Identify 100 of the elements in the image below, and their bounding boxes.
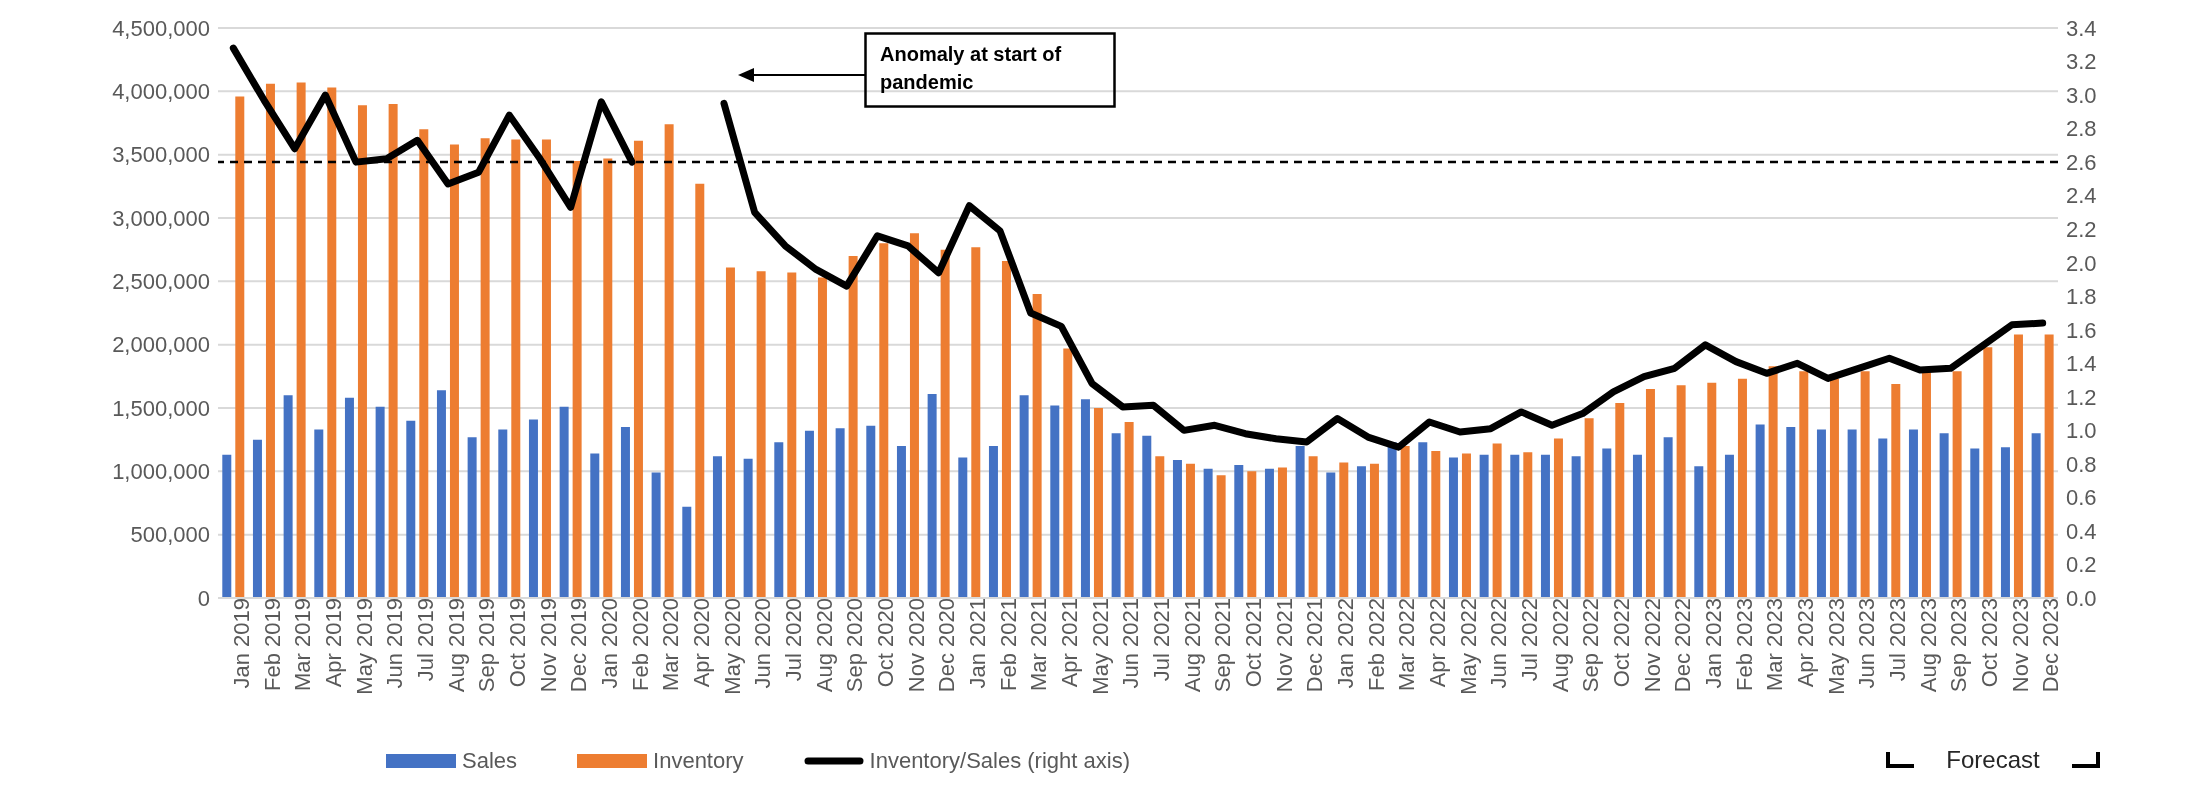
bar — [1768, 366, 1778, 598]
bar — [559, 406, 569, 598]
x-tick-label: May 2020 — [719, 598, 745, 695]
bar — [1019, 395, 1029, 598]
x-tick-label: Jun 2022 — [1486, 598, 1512, 689]
bar — [388, 104, 398, 598]
bar — [1339, 462, 1349, 598]
x-tick-label: Jun 2021 — [1118, 598, 1144, 689]
x-tick-label: Jul 2023 — [1884, 598, 1910, 682]
bar — [1247, 471, 1257, 598]
x-tick-label: Oct 2019 — [504, 598, 530, 688]
bar — [1860, 371, 1870, 598]
bar — [1847, 429, 1857, 598]
bar — [1921, 372, 1931, 598]
x-tick-label: Nov 2020 — [903, 598, 929, 693]
bar — [2044, 334, 2054, 598]
annotation: Anomaly at start of pandemic — [880, 43, 1062, 93]
x-tick-label: Dec 2021 — [1302, 598, 1328, 693]
x-tick-label: Jul 2021 — [1148, 598, 1174, 682]
bar — [1155, 456, 1165, 598]
bar — [1369, 463, 1379, 598]
x-tick-label: Jul 2022 — [1516, 598, 1542, 682]
legend-label: Inventory/Sales (right axis) — [869, 748, 1130, 774]
y-tick-label: 4,000,000 — [112, 79, 210, 105]
bar — [1786, 427, 1796, 598]
bar — [1216, 475, 1226, 598]
x-tick-label: Sep 2020 — [842, 598, 868, 693]
x-tick-label: Dec 2019 — [566, 598, 592, 693]
bar — [1908, 429, 1918, 598]
bar — [1277, 467, 1287, 598]
x-tick-label: Feb 2019 — [259, 598, 285, 691]
bar — [1142, 435, 1152, 598]
bar — [265, 83, 275, 598]
bar — [787, 272, 797, 598]
bar — [449, 144, 459, 598]
bar — [879, 243, 889, 598]
bar — [1001, 261, 1011, 598]
x-tick-label: Jul 2020 — [780, 598, 806, 682]
bar — [222, 454, 232, 598]
bar — [958, 457, 968, 598]
y2-tick-label: 3.4 — [2066, 15, 2097, 41]
bar — [480, 138, 490, 598]
y2-tick-label: 0.0 — [2066, 585, 2097, 611]
text: Forecast — [1946, 746, 2040, 774]
y2-tick-label: 0.6 — [2066, 485, 2097, 511]
y-tick-label: 2,500,000 — [112, 269, 210, 295]
legend-label: Inventory — [653, 748, 744, 774]
bar — [909, 233, 919, 598]
y2-tick-label: 1.4 — [2066, 351, 2097, 377]
x-tick-label: Jun 2019 — [382, 598, 408, 689]
bar — [1387, 442, 1397, 598]
bar — [1264, 468, 1274, 598]
y2-tick-label: 1.8 — [2066, 284, 2097, 310]
y2-tick-label: 2.4 — [2066, 183, 2097, 209]
y2-tick-label: 1.2 — [2066, 384, 2097, 410]
x-tick-label: Sep 2019 — [474, 598, 500, 693]
x-tick-label: Jun 2020 — [750, 598, 776, 689]
x-tick-label: Feb 2020 — [627, 598, 653, 691]
bar — [498, 429, 508, 598]
x-tick-label: Sep 2023 — [1946, 598, 1972, 693]
bar — [743, 458, 753, 598]
bar — [1694, 466, 1704, 598]
bar — [835, 428, 845, 598]
bar — [1111, 433, 1121, 598]
y-tick-label: 3,000,000 — [112, 205, 210, 231]
x-tick-label: Mar 2019 — [290, 598, 316, 691]
bar — [467, 437, 477, 598]
y-tick-label: 3,500,000 — [112, 142, 210, 168]
bar — [725, 267, 735, 598]
bar — [712, 456, 722, 598]
bar — [1952, 371, 1962, 598]
bar — [1461, 453, 1471, 598]
y2-tick-label: 1.0 — [2066, 418, 2097, 444]
x-tick-label: Jan 2023 — [1700, 598, 1726, 689]
bar — [1553, 438, 1563, 598]
bar — [1124, 421, 1134, 598]
bar — [1663, 437, 1673, 598]
bar — [1172, 459, 1182, 598]
x-tick-label: Mar 2020 — [658, 598, 684, 691]
bar — [1510, 454, 1520, 598]
legend-label: Sales — [462, 748, 518, 774]
bar — [927, 394, 937, 598]
bar — [541, 139, 551, 598]
bar — [1431, 451, 1441, 598]
bar — [1707, 382, 1717, 598]
bar — [1724, 454, 1734, 598]
x-tick-label: Apr 2020 — [688, 598, 714, 688]
x-tick-label: Mar 2023 — [1762, 598, 1788, 691]
bar — [1983, 347, 1993, 598]
x-tick-label: Aug 2019 — [443, 598, 469, 693]
x-tick-label: Dec 2022 — [1670, 598, 1696, 693]
y-tick-label: 1,000,000 — [112, 459, 210, 485]
bar — [940, 249, 950, 598]
bar — [1645, 389, 1655, 598]
bar — [1185, 463, 1195, 598]
bar — [1571, 456, 1581, 598]
bar — [1602, 448, 1612, 598]
x-tick-label: Mar 2022 — [1394, 598, 1420, 691]
x-tick-label: Mar 2021 — [1026, 598, 1052, 691]
bar — [633, 140, 643, 598]
